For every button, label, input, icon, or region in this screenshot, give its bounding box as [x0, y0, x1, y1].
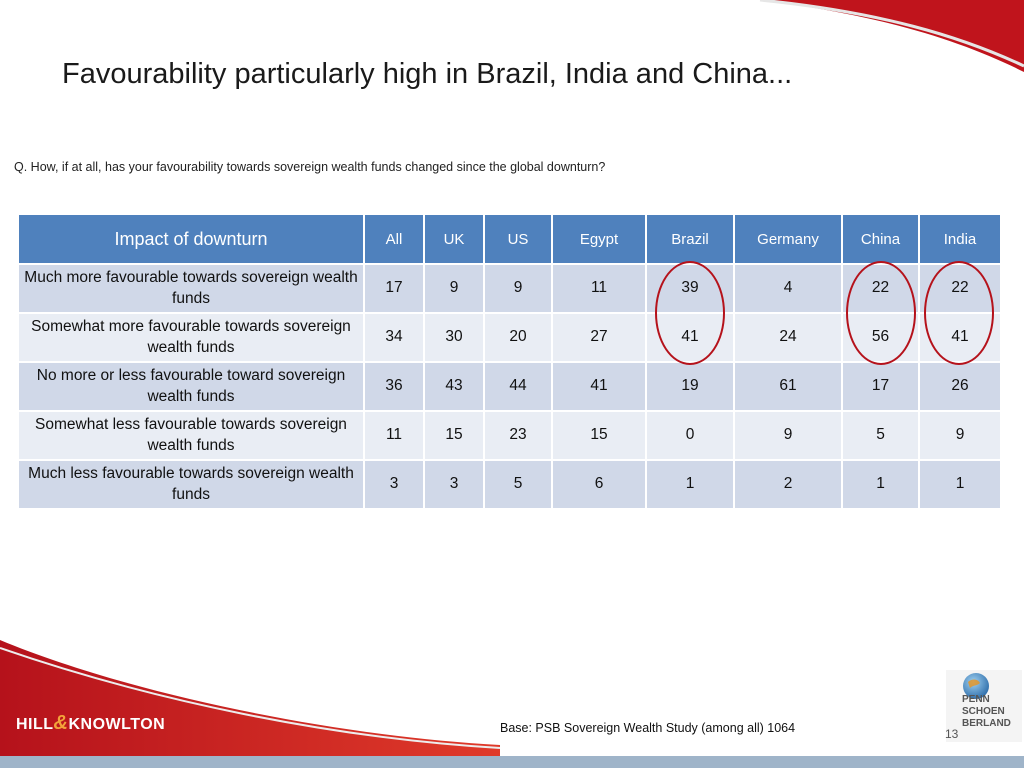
table-cell: 39: [645, 263, 735, 314]
column-header: Brazil: [645, 213, 735, 265]
table-cell: 41: [918, 312, 1002, 363]
top-right-swoosh: [760, 0, 1024, 72]
table-cell: 15: [423, 410, 485, 461]
table-cell: 22: [918, 263, 1002, 314]
column-header: China: [841, 213, 920, 265]
table-cell: 1: [645, 459, 735, 510]
table-cell: 2: [733, 459, 843, 510]
table-cell: 44: [483, 361, 553, 412]
table-cell: 19: [645, 361, 735, 412]
column-header: India: [918, 213, 1002, 265]
table-cell: 11: [551, 263, 647, 314]
row-label: Somewhat less favourable towards soverei…: [17, 410, 365, 461]
table-cell: 56: [841, 312, 920, 363]
table-cell: 15: [551, 410, 647, 461]
hill-knowlton-logo: HILL&KNOWLTON: [16, 712, 166, 734]
column-header: US: [483, 213, 553, 265]
column-header: Germany: [733, 213, 843, 265]
row-label: Somewhat more favourable towards soverei…: [17, 312, 365, 363]
table-cell: 27: [551, 312, 647, 363]
table-cell: 22: [841, 263, 920, 314]
table-cell: 4: [733, 263, 843, 314]
psb-logo-text: PENN SCHOEN BERLAND: [962, 694, 1011, 729]
column-header: All: [363, 213, 425, 265]
table-cell: 41: [551, 361, 647, 412]
table-cell: 26: [918, 361, 1002, 412]
column-header: Egypt: [551, 213, 647, 265]
table-cell: 41: [645, 312, 735, 363]
page-number: 13: [945, 727, 959, 741]
page-title: Favourability particularly high in Brazi…: [62, 58, 793, 90]
table-row: No more or less favourable toward sovere…: [17, 361, 1002, 412]
table-cell: 11: [363, 410, 425, 461]
table-cell: 17: [841, 361, 920, 412]
table-cell: 5: [483, 459, 553, 510]
table-cell: 9: [483, 263, 553, 314]
results-table: Impact of downturn All UK US Egypt Brazi…: [17, 213, 1002, 510]
table-cell: 30: [423, 312, 485, 363]
table-cell: 0: [645, 410, 735, 461]
table-row: Somewhat more favourable towards soverei…: [17, 312, 1002, 363]
row-label: No more or less favourable toward sovere…: [17, 361, 365, 412]
table-cell: 61: [733, 361, 843, 412]
table-row: Much more favourable towards sovereign w…: [17, 263, 1002, 314]
base-note: Base: PSB Sovereign Wealth Study (among …: [500, 721, 796, 735]
table-cell: 17: [363, 263, 425, 314]
table-cell: 34: [363, 312, 425, 363]
table-row: Much less favourable towards sovereign w…: [17, 459, 1002, 510]
table-cell: 1: [918, 459, 1002, 510]
table-row: Somewhat less favourable towards soverei…: [17, 410, 1002, 461]
table-cell: 9: [733, 410, 843, 461]
row-label: Much less favourable towards sovereign w…: [17, 459, 365, 510]
column-header-impact: Impact of downturn: [17, 213, 365, 265]
table-cell: 6: [551, 459, 647, 510]
table-cell: 36: [363, 361, 425, 412]
bottom-left-swoosh: [0, 640, 500, 768]
bottom-band: [0, 756, 1024, 768]
table-cell: 9: [423, 263, 485, 314]
table-header-row: Impact of downturn All UK US Egypt Brazi…: [17, 213, 1002, 265]
row-label: Much more favourable towards sovereign w…: [17, 263, 365, 314]
survey-question: Q. How, if at all, has your favourabilit…: [14, 160, 606, 174]
table-cell: 23: [483, 410, 553, 461]
table-cell: 9: [918, 410, 1002, 461]
table-cell: 3: [423, 459, 485, 510]
table-cell: 1: [841, 459, 920, 510]
table-cell: 20: [483, 312, 553, 363]
psb-globe-icon: [946, 670, 1022, 742]
table-cell: 43: [423, 361, 485, 412]
column-header: UK: [423, 213, 485, 265]
table-cell: 3: [363, 459, 425, 510]
table-cell: 5: [841, 410, 920, 461]
table-cell: 24: [733, 312, 843, 363]
